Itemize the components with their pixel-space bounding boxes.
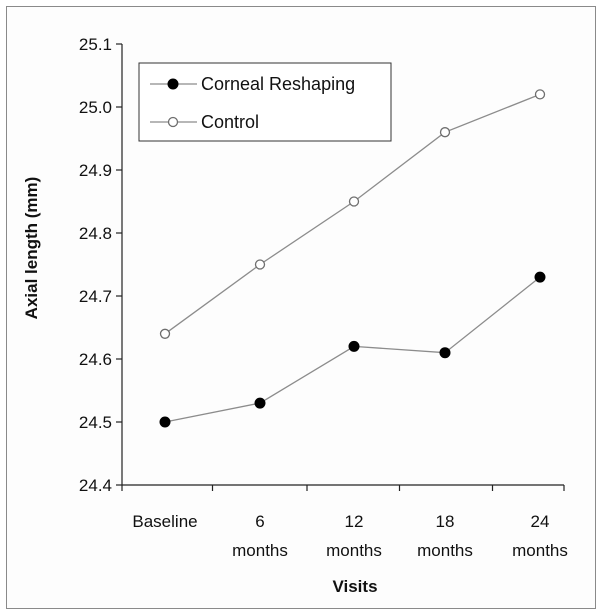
y-tick-label: 25.0 bbox=[79, 98, 112, 117]
legend-marker bbox=[167, 116, 179, 128]
data-point bbox=[439, 347, 451, 359]
data-point bbox=[534, 89, 546, 100]
x-tick-label: Baseline bbox=[132, 512, 197, 531]
data-point bbox=[534, 271, 546, 283]
axes bbox=[121, 44, 564, 486]
data-point bbox=[439, 127, 451, 138]
legend: Corneal Reshaping Control bbox=[138, 62, 392, 142]
x-tick-label-line2: months bbox=[512, 541, 568, 560]
data-point bbox=[254, 259, 266, 270]
x-axis-title: Visits bbox=[332, 577, 377, 596]
data-point bbox=[348, 196, 360, 207]
x-tick-label-line2: months bbox=[326, 541, 382, 560]
y-tick-label: 24.5 bbox=[79, 413, 112, 432]
data-point bbox=[348, 340, 360, 352]
x-tick-label-line2: months bbox=[232, 541, 288, 560]
data-point bbox=[254, 397, 266, 409]
x-ticks: Baseline 6 months 12 months 18 months 24 months bbox=[121, 485, 568, 560]
legend-box bbox=[138, 62, 392, 142]
y-ticks: 24.4 24.5 24.6 24.7 24.8 24.9 25.0 25.1 bbox=[79, 35, 122, 495]
y-axis-title: Axial length (mm) bbox=[22, 177, 41, 320]
legend-label: Control bbox=[201, 112, 259, 132]
y-tick-label: 24.9 bbox=[79, 161, 112, 180]
series-lines bbox=[164, 93, 541, 423]
legend-marker bbox=[167, 78, 179, 90]
x-tick-label-line2: months bbox=[417, 541, 473, 560]
y-tick-label: 24.4 bbox=[79, 476, 112, 495]
series-points bbox=[159, 89, 546, 428]
y-tick-label: 25.1 bbox=[79, 35, 112, 54]
y-tick-label: 24.6 bbox=[79, 350, 112, 369]
y-tick-label: 24.7 bbox=[79, 287, 112, 306]
data-point bbox=[159, 416, 171, 428]
legend-label: Corneal Reshaping bbox=[201, 74, 355, 94]
y-tick-label: 24.8 bbox=[79, 224, 112, 243]
x-tick-label: 12 bbox=[345, 512, 364, 531]
x-tick-label: 24 bbox=[531, 512, 550, 531]
x-tick-label: 6 bbox=[255, 512, 264, 531]
x-tick-label: 18 bbox=[436, 512, 455, 531]
data-point bbox=[159, 328, 171, 339]
